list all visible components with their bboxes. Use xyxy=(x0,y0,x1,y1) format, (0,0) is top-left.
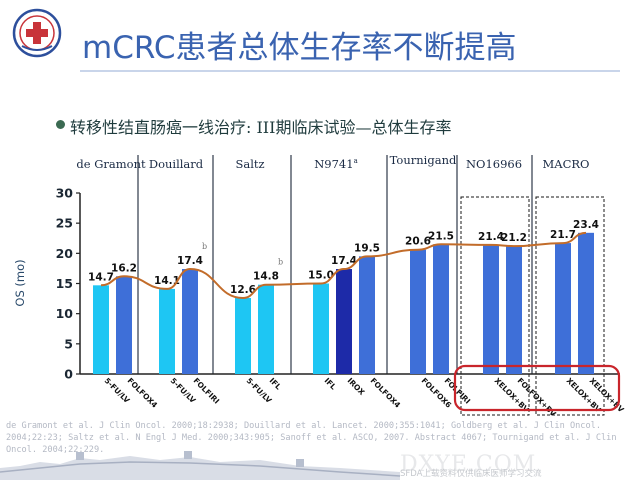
bar-value-label: 17.4 xyxy=(331,255,357,267)
bar xyxy=(258,284,274,374)
category-label: IFL xyxy=(268,376,283,391)
bar xyxy=(159,288,175,374)
bar xyxy=(235,297,251,374)
bar-value-label: 23.4 xyxy=(573,219,599,231)
trend-line xyxy=(100,231,587,299)
bar-value-label: 20.6 xyxy=(405,236,431,248)
y-tick-label: 0 xyxy=(64,367,73,382)
bar xyxy=(506,246,522,374)
y-tick-label: 15 xyxy=(56,276,73,291)
reference-line: Oncol. 2004;22:229. xyxy=(6,445,105,455)
y-tick-label: 10 xyxy=(56,306,74,321)
bar xyxy=(182,269,198,374)
watermark-brand: DXYE.COM xyxy=(400,452,537,477)
study-group-label: Tournigand xyxy=(390,153,457,167)
study-group-name: N9741 xyxy=(314,157,354,171)
study-group-label: N9741a xyxy=(314,157,358,171)
hospital-logo-icon xyxy=(12,8,62,58)
bar-value-label: 19.5 xyxy=(354,242,380,254)
footnote-marker: b xyxy=(202,242,207,251)
bar xyxy=(410,249,426,374)
great-wall-decoration-icon xyxy=(0,451,400,480)
bar xyxy=(93,285,109,374)
bar-value-label: 14.1 xyxy=(154,275,180,287)
header-divider xyxy=(80,70,620,72)
bar xyxy=(578,232,594,374)
bar-value-label: 15.0 xyxy=(308,270,334,282)
bar-value-label: 14.7 xyxy=(88,271,114,283)
category-label: FOLFOX4 xyxy=(126,376,160,410)
chart-subtitle: 转移性结直肠癌一线治疗: III期临床试验—总体生存率 xyxy=(70,118,452,137)
study-group-name: NO16966 xyxy=(465,157,523,171)
study-group-label: Douillard xyxy=(149,157,203,171)
category-label: IROX xyxy=(346,376,367,397)
reference-line: de Gramont et al. J Clin Oncol. 2000;18:… xyxy=(6,421,601,431)
bar-value-label: 21.5 xyxy=(428,230,454,242)
bar xyxy=(555,243,571,374)
category-label: FOLFOX+BV xyxy=(516,376,558,418)
highlight-box xyxy=(453,364,621,412)
study-group-name: Saltz xyxy=(235,157,265,171)
no16966-dashed-box xyxy=(460,196,530,416)
bar xyxy=(433,244,449,374)
bar xyxy=(359,256,375,374)
footnote-marker: b xyxy=(278,258,283,267)
study-group-label: de Gramont xyxy=(76,157,145,171)
bar xyxy=(336,269,352,374)
study-group-label: MACRO xyxy=(543,157,590,171)
study-group-name: Tournigand xyxy=(389,153,457,167)
study-group-name: de Gramont xyxy=(76,157,146,171)
study-group-label: NO16966 xyxy=(466,157,522,171)
macro-dashed-box xyxy=(535,196,605,416)
study-group-name: Douillard xyxy=(148,157,204,171)
bar-value-label: 21.7 xyxy=(550,229,576,241)
y-tick-label: 5 xyxy=(64,336,73,351)
bar xyxy=(483,244,499,374)
category-label: FOLFOX4 xyxy=(369,376,403,410)
y-tick-label: 30 xyxy=(56,186,74,201)
references: de Gramont et al. J Clin Oncol. 2000;18:… xyxy=(6,420,636,456)
bar xyxy=(313,283,329,374)
bar-value-label: 16.2 xyxy=(111,262,137,274)
y-tick-label: 25 xyxy=(56,216,73,231)
bar-value-label: 17.4 xyxy=(177,255,203,267)
category-label: IFL xyxy=(323,376,338,391)
bar xyxy=(116,276,132,374)
bullet-icon xyxy=(56,120,65,129)
watermark-caption: SFDA上载资料仅供临床医师学习交流 xyxy=(400,469,542,479)
category-label: FOLFIRI xyxy=(192,376,222,406)
bar-value-label: 14.8 xyxy=(253,271,279,283)
study-group-label: Saltz xyxy=(235,157,264,171)
bar-value-label: 21.4 xyxy=(478,231,504,243)
page-title: mCRC患者总体生存率不断提高 xyxy=(82,30,517,66)
bar-value-label: 12.6 xyxy=(230,284,256,296)
study-group-superscript: a xyxy=(353,157,358,166)
reference-line: 2004;22:23; Saltz et al. N Engl J Med. 2… xyxy=(6,433,617,443)
study-group-name: MACRO xyxy=(542,157,590,171)
y-tick-label: 20 xyxy=(56,246,74,261)
bar-value-label: 21.2 xyxy=(501,232,527,244)
y-axis-label: OS (mo) xyxy=(13,259,27,306)
